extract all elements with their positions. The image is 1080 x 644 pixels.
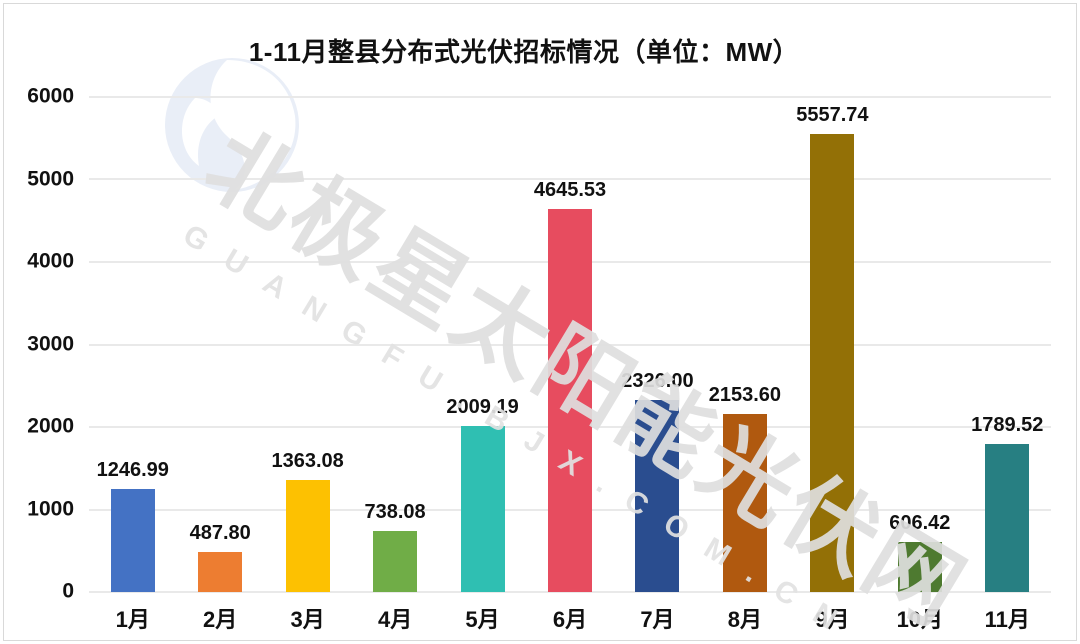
bar-value-label: 2153.60: [708, 384, 782, 407]
x-axis-category-labels: 1月 2月 3月 4月 5月 6月 7月 8月 9月 10月 11月: [89, 598, 1051, 634]
bar-value-label: 1246.99: [96, 459, 169, 482]
bar-series: 1246.99 487.80 1363.08 738.08 2009.19 4645.53…: [89, 97, 1051, 592]
bar: [460, 426, 505, 592]
gridline-0: [89, 591, 1051, 593]
bar: [373, 531, 418, 592]
y-tick-label: 0: [62, 579, 74, 603]
bar: [810, 133, 855, 592]
bar-value-label: 606.42: [889, 511, 951, 534]
bar: [722, 414, 767, 592]
x-category-label: 11月: [984, 607, 1030, 632]
bar: [985, 444, 1030, 592]
x-category-label: 10月: [896, 607, 944, 632]
x-category-label: 8月: [727, 607, 763, 632]
bar: [198, 551, 243, 592]
y-tick-label: 5000: [27, 167, 74, 191]
bar-group-2月: 487.80: [176, 97, 263, 592]
x-category-label: 7月: [640, 607, 675, 632]
bjx-polaris-logo-icon: [165, 58, 299, 192]
bar-group-4月: 738.08: [351, 97, 438, 592]
bar: [897, 541, 942, 592]
x-category-label: 4月: [377, 607, 413, 632]
bar-value-label: 738.08: [364, 501, 426, 524]
bar-group-11月: 1789.52: [964, 97, 1051, 592]
gridline-6000: [89, 96, 1051, 98]
bar-group-6月: 4645.53: [526, 97, 613, 592]
bar: [285, 479, 330, 592]
x-category-label: 1月: [115, 607, 150, 632]
bar-value-label: 487.80: [189, 521, 251, 544]
bar-value-label: 2326.00: [621, 370, 694, 393]
bar-group-1月: 1246.99: [89, 97, 176, 592]
y-axis-tick-labels: 6000 5000 4000 3000 2000 1000 0: [4, 85, 74, 603]
bar-value-label: 1363.08: [271, 449, 344, 472]
x-category-label: 2月: [203, 607, 238, 632]
bar: [110, 489, 155, 592]
bar-group-10月: 606.42: [876, 97, 963, 592]
bar: [635, 400, 680, 592]
x-category-label: 6月: [552, 607, 588, 632]
bar-value-label: 1789.52: [971, 414, 1044, 437]
bar: [547, 208, 592, 592]
plot-area: 1246.99 487.80 1363.08 738.08 2009.19 4645.53…: [89, 96, 1051, 593]
bar-value-label: 4645.53: [533, 178, 607, 201]
y-tick-label: 4000: [27, 249, 74, 273]
bar-value-label: 2009.19: [446, 396, 519, 419]
bar-group-5月: 2009.19: [439, 97, 526, 592]
bar-group-8月: 2153.60: [701, 97, 788, 592]
y-tick-label: 1000: [27, 497, 74, 521]
bar-group-3月: 1363.08: [264, 97, 351, 592]
gridline-5000: [89, 178, 1051, 181]
bar-group-7月: 2326.00: [614, 97, 701, 592]
y-tick-label: 2000: [27, 414, 74, 438]
bar-group-9月: 5557.74: [789, 97, 876, 592]
x-category-label: 5月: [465, 607, 500, 632]
chart-title: 1-11月整县分布式光伏招标情况（单位：MW）: [248, 37, 800, 67]
bar-value-label: 5557.74: [796, 103, 869, 126]
x-category-label: 9月: [815, 607, 850, 632]
x-category-label: 3月: [290, 607, 325, 632]
y-tick-label: 3000: [27, 332, 74, 356]
y-tick-label: 6000: [27, 84, 74, 108]
chart-canvas: 1-11月整县分布式光伏招标情况（单位：MW） 6000 5000 4000 3000…: [3, 3, 1077, 641]
